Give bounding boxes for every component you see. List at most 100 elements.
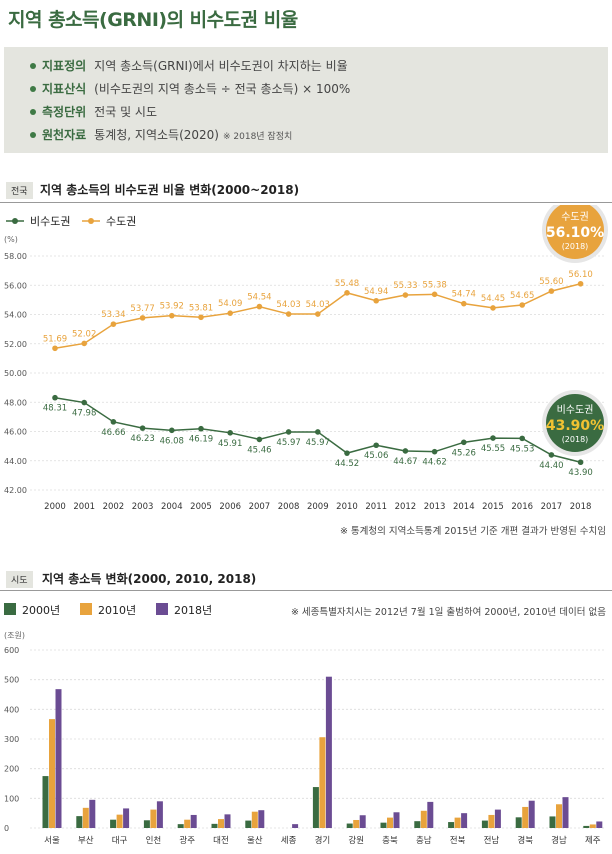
bar xyxy=(596,821,603,828)
data-point xyxy=(52,345,58,352)
bar xyxy=(393,812,400,828)
info-key: 측정단위 xyxy=(42,105,87,119)
x-tick-label: 2003 xyxy=(132,502,154,512)
x-tick-label: 경남 xyxy=(551,835,567,846)
x-tick-label: 2011 xyxy=(365,502,387,512)
data-label: 55.60 xyxy=(539,277,563,287)
info-row-unit: 측정단위 전국 및 시도 xyxy=(30,103,157,120)
y-tick-label: 58.00 xyxy=(4,252,27,261)
bar xyxy=(292,824,299,828)
legend-swatch-2 xyxy=(156,603,168,615)
data-point xyxy=(139,425,146,431)
data-label: 52.02 xyxy=(72,329,96,339)
data-label: 53.34 xyxy=(101,310,125,320)
badge-year: (2018) xyxy=(562,242,589,251)
x-tick-label: 전남 xyxy=(484,835,500,846)
data-label: 53.77 xyxy=(130,304,154,314)
data-point xyxy=(227,430,233,436)
bar xyxy=(387,817,393,828)
data-label: 54.94 xyxy=(364,287,388,297)
data-point xyxy=(519,435,525,442)
bar xyxy=(515,817,522,828)
legend-label-1: 2010년 xyxy=(98,604,136,617)
x-tick-label: 2007 xyxy=(249,502,271,512)
x-tick-label: 전북 xyxy=(450,835,466,846)
bar xyxy=(319,737,326,828)
data-point xyxy=(169,427,175,434)
data-label: 45.46 xyxy=(247,445,271,455)
data-label: 43.90 xyxy=(568,468,592,478)
x-tick-label: 2005 xyxy=(190,502,212,512)
data-point xyxy=(227,310,233,316)
badge-circle xyxy=(546,205,604,259)
x-tick-label: 부산 xyxy=(78,835,94,846)
bar xyxy=(89,799,96,828)
y-axis-unit: (%) xyxy=(4,235,18,244)
data-label: 44.40 xyxy=(539,461,563,471)
x-tick-label: 2009 xyxy=(307,502,329,512)
bar xyxy=(245,820,252,828)
data-label: 46.66 xyxy=(101,428,125,438)
info-key: 지표정의 xyxy=(42,59,87,73)
data-label: 55.48 xyxy=(335,279,359,289)
x-tick-label: 광주 xyxy=(179,835,195,846)
bar xyxy=(461,813,468,828)
data-label: 51.69 xyxy=(43,334,67,344)
bar-chart: 2000년 2010년 2018년 (조원) 0 100 200 300 400 500 600 서울… xyxy=(4,603,605,846)
x-tick-label: 인천 xyxy=(146,835,162,846)
bar xyxy=(556,804,562,828)
badge-circle xyxy=(546,394,604,452)
x-tick-label: 2013 xyxy=(424,502,446,512)
x-tick-label: 2016 xyxy=(511,502,533,512)
bar xyxy=(583,825,590,828)
data-label: 47.98 xyxy=(72,409,96,419)
data-point xyxy=(577,459,584,466)
x-tick-label: 2008 xyxy=(278,502,300,512)
bar xyxy=(211,823,218,828)
info-key: 지표산식 xyxy=(42,82,87,96)
data-point xyxy=(402,448,409,454)
data-point xyxy=(344,290,350,296)
info-value: 통계청, 지역소득(2020) xyxy=(94,128,219,142)
bar xyxy=(420,810,427,828)
bar xyxy=(123,808,130,828)
bar xyxy=(224,814,231,828)
data-point xyxy=(431,448,438,455)
bar xyxy=(258,810,265,828)
data-label: 55.38 xyxy=(422,280,446,290)
section-tag-national: 전국 xyxy=(6,182,33,199)
bar xyxy=(481,820,488,828)
data-point xyxy=(110,321,117,327)
badge-year: (2018) xyxy=(562,435,589,444)
data-point xyxy=(169,312,175,319)
x-tick-label: 2001 xyxy=(73,502,95,512)
legend-marker-1 xyxy=(88,218,94,224)
y-tick-label: 46.00 xyxy=(4,428,27,437)
bullet-icon xyxy=(30,131,36,138)
data-label: 45.91 xyxy=(218,439,242,449)
x-tick-label: 제주 xyxy=(585,836,601,846)
data-point xyxy=(461,300,467,307)
info-note: ※ 2018년 잠정치 xyxy=(222,132,293,142)
bar xyxy=(143,820,150,828)
y-tick-label: 50.00 xyxy=(4,369,27,378)
data-label: 44.52 xyxy=(335,459,359,469)
section-title-line-chart: 지역 총소득의 비수도권 비율 변화(2000~2018) xyxy=(40,183,300,197)
y-tick-label: 48.00 xyxy=(4,398,27,407)
info-row-source: 원천자료 통계청, 지역소득(2020) ※ 2018년 잠정치 xyxy=(30,126,292,143)
bar xyxy=(589,824,596,828)
data-label: 54.09 xyxy=(218,299,242,309)
data-label: 54.03 xyxy=(306,300,330,310)
data-label: 54.03 xyxy=(276,300,300,310)
x-tick-label: 울산 xyxy=(247,835,263,846)
info-value: 지역 총소득(GRNI)에서 비수도권이 차지하는 비율 xyxy=(94,59,348,73)
section-tag-province: 시도 xyxy=(6,571,33,588)
legend-swatch-0 xyxy=(4,603,16,615)
data-label: 56.10 xyxy=(568,270,592,280)
bar xyxy=(76,816,83,828)
data-point xyxy=(431,291,438,298)
bar xyxy=(150,809,157,828)
bar xyxy=(522,806,529,828)
bar xyxy=(55,689,62,828)
data-point xyxy=(256,436,263,443)
